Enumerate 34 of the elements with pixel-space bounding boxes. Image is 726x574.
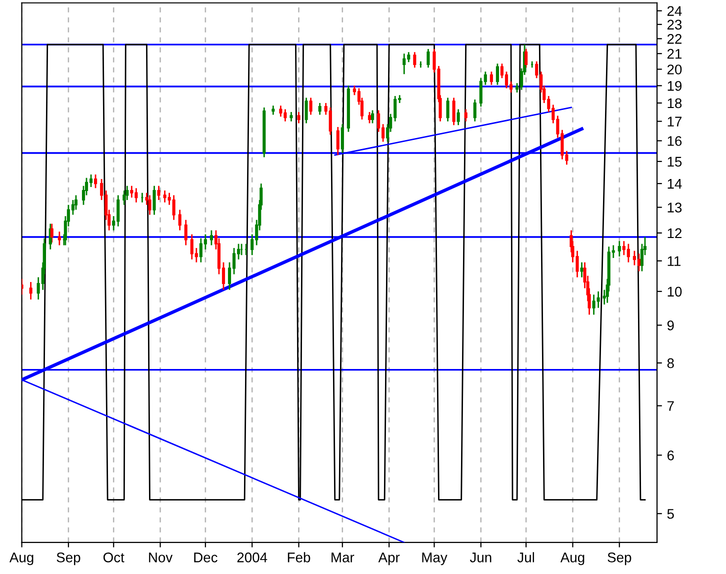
x-tick-label: Dec [194, 552, 218, 562]
y-tick-label: 23 [667, 20, 682, 30]
y-tick-label: 16 [668, 136, 682, 146]
x-tick-label: Sep [56, 552, 80, 566]
x-tick-label: Nov [149, 552, 173, 562]
y-tick-label: 19 [668, 81, 682, 91]
y-tick-label: 18 [668, 98, 682, 108]
y-tick-label: 11 [668, 256, 680, 266]
y-tick-label: 5 [667, 509, 674, 519]
x-tick-label: Jun [470, 552, 492, 562]
y-tick-label: 14 [668, 179, 682, 189]
x-tick-label: Aug [560, 552, 584, 566]
y-tick-label: 9 [667, 320, 674, 330]
x-tick-label: Sep [608, 552, 632, 566]
y-tick-label: 7 [667, 401, 674, 411]
y-tick-label: 13 [668, 202, 682, 212]
y-tick-label: 22 [667, 34, 682, 44]
x-tick-label: Aug [9, 552, 34, 566]
x-tick-label: Mar [332, 552, 354, 562]
y-tick-label: 12 [668, 228, 682, 238]
x-tick-label: Oct [103, 552, 124, 562]
x-tick-label: May [422, 552, 448, 566]
x-tick-label: Jul [517, 552, 534, 562]
y-tick-label: 6 [667, 450, 674, 460]
x-tick-label: Apr [378, 552, 400, 566]
x-tick-label: 2004 [237, 552, 268, 562]
y-tick-label: 8 [667, 358, 674, 368]
y-tick-label: 20 [667, 64, 682, 74]
x-tick-label: Feb [288, 552, 310, 562]
y-tick-label: 15 [668, 156, 682, 167]
y-tick-label: 17 [668, 116, 682, 126]
y-tick-label: 21 [667, 48, 682, 59]
y-tick-label: 10 [668, 286, 682, 297]
y-tick-label: 24 [667, 6, 682, 16]
